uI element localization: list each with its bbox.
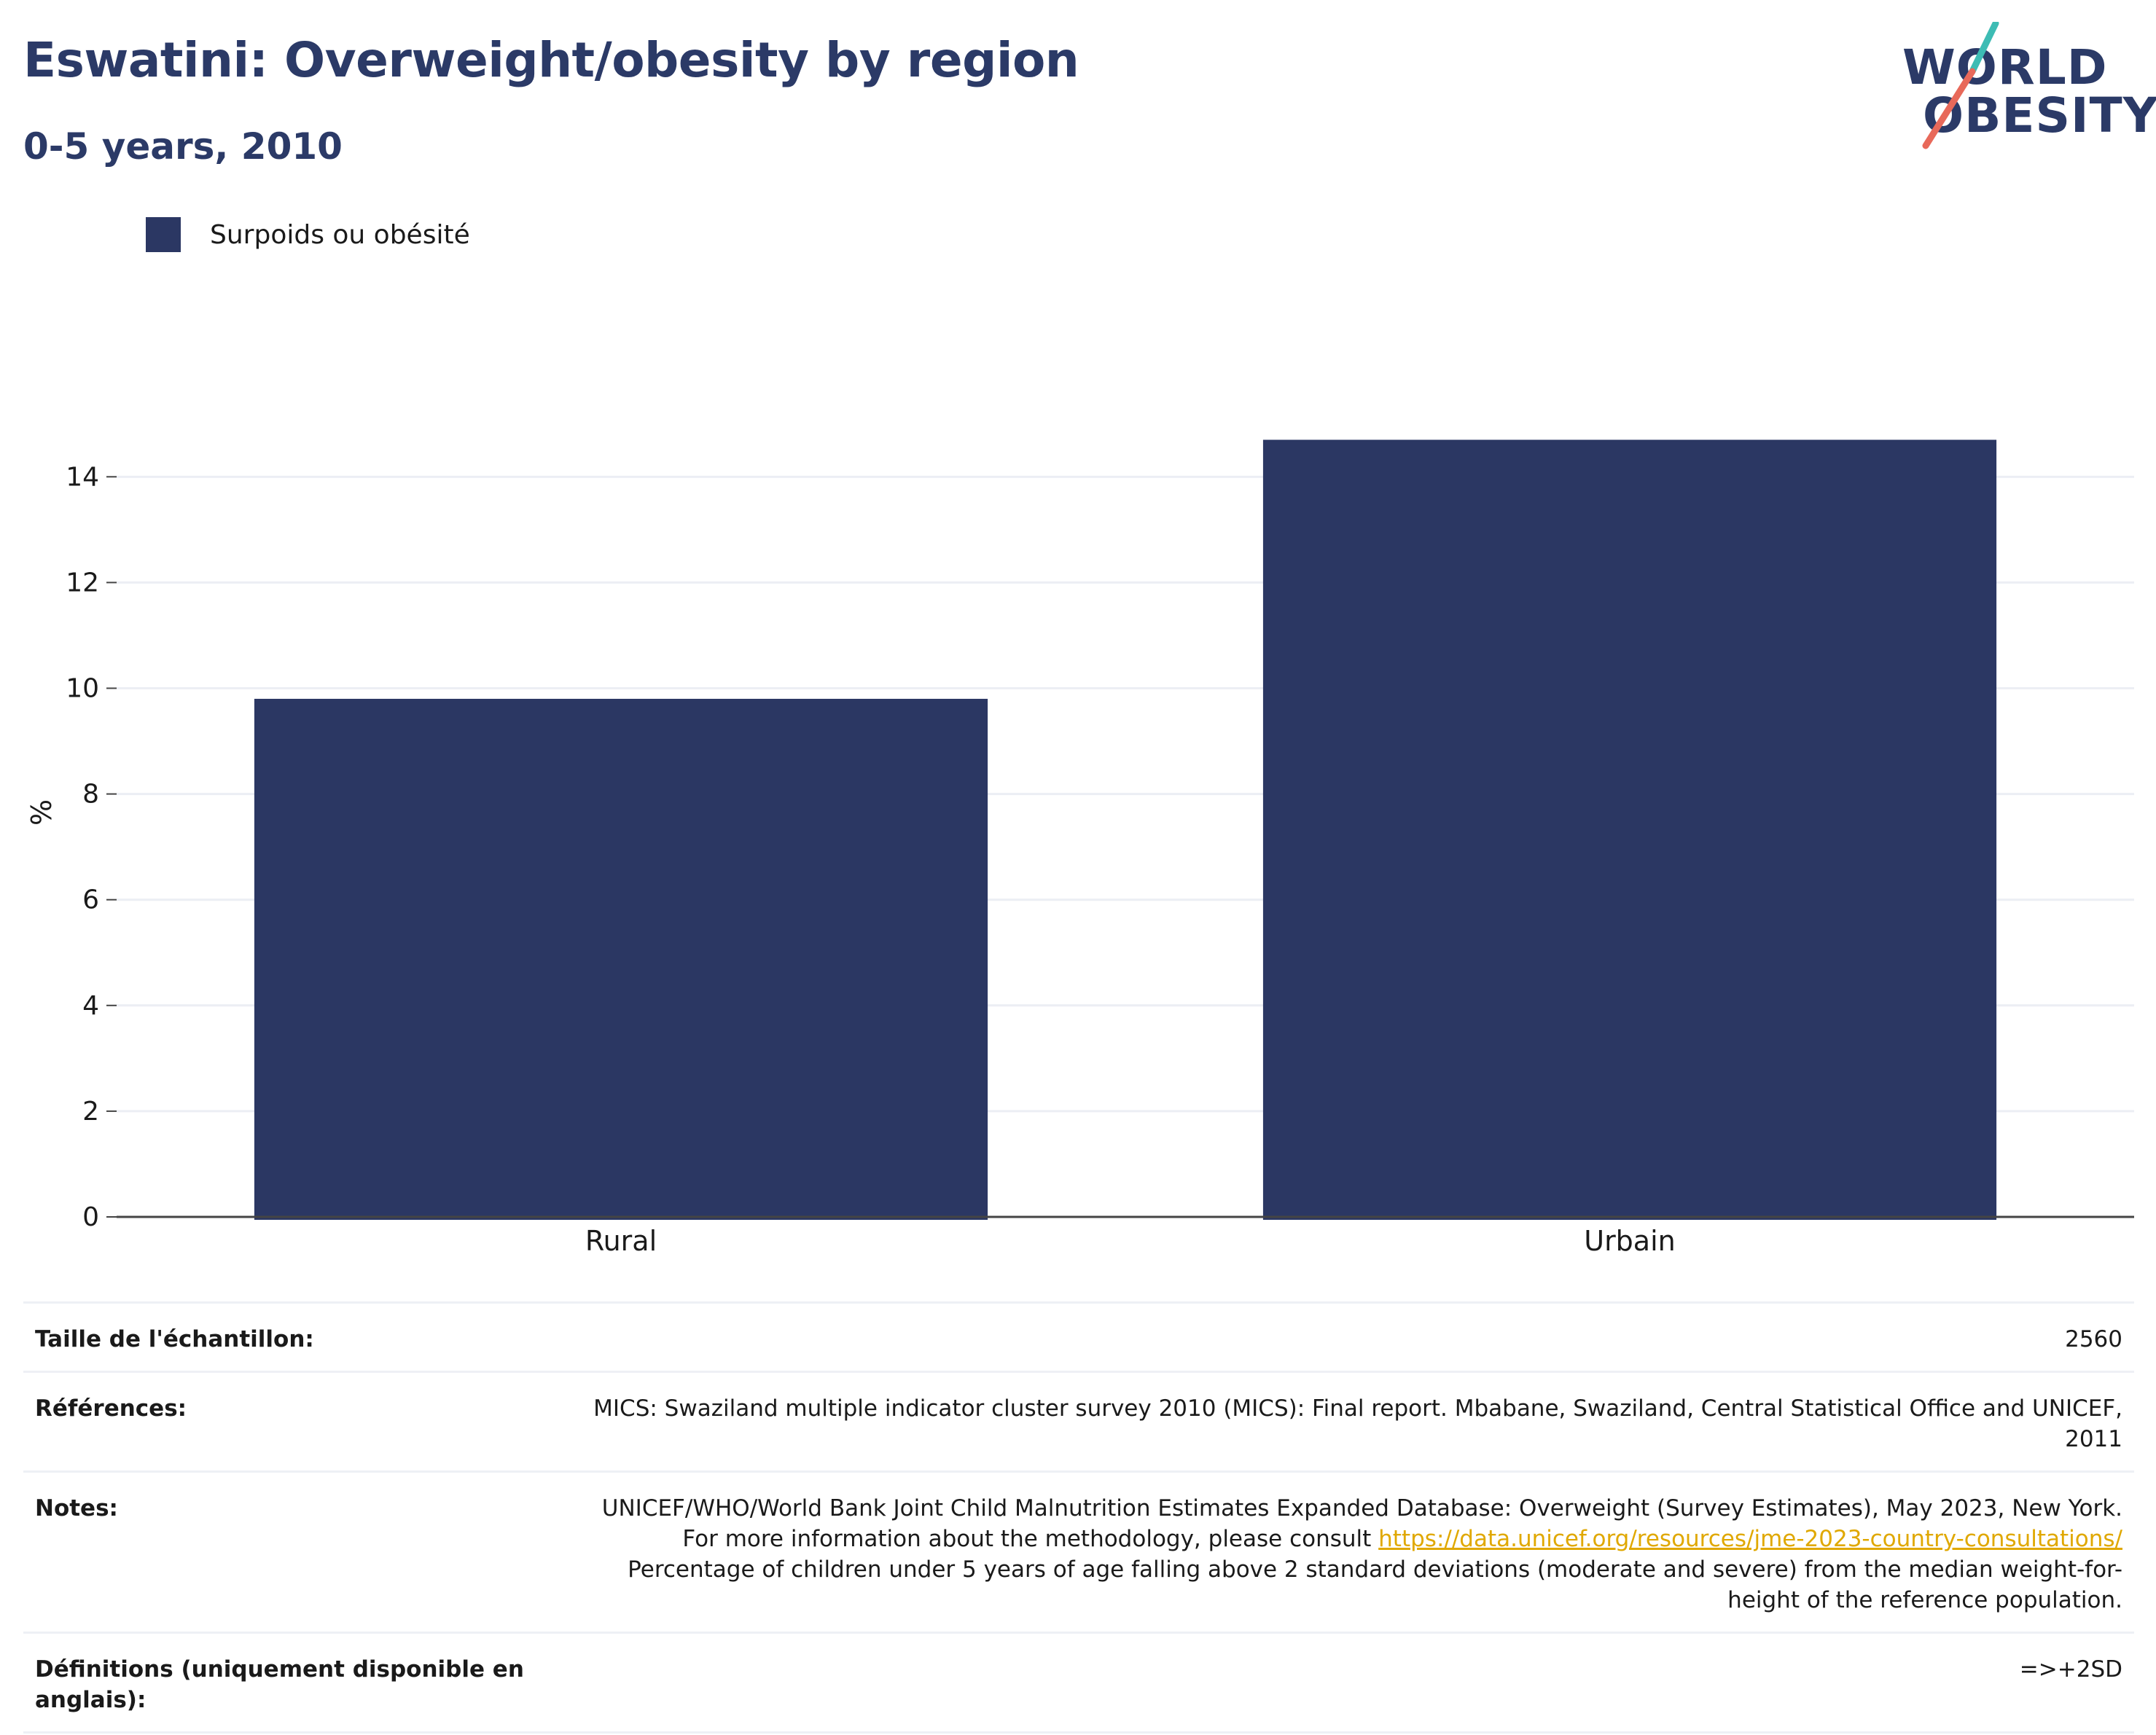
info-row-definitions: Définitions (uniquement disponible en an…: [23, 1632, 2134, 1734]
logo-slash-icon: [1922, 22, 1999, 149]
notes-text-after: Percentage of children under 5 years of …: [628, 1556, 2122, 1613]
info-row-sample-size: Taille de l'échantillon: 2560: [23, 1301, 2134, 1371]
y-tick-label: 14: [66, 462, 99, 492]
legend-label: Surpoids ou obésité: [210, 219, 470, 250]
x-tick-label: Urbain: [1584, 1225, 1676, 1257]
info-table: Taille de l'échantillon: 2560 Références…: [23, 1301, 2134, 1734]
info-value: UNICEF/WHO/World Bank Joint Child Malnut…: [531, 1493, 2122, 1615]
y-tick-label: 0: [82, 1202, 99, 1232]
info-value: MICS: Swaziland multiple indicator clust…: [593, 1395, 2122, 1452]
y-tick-label: 4: [82, 991, 99, 1021]
methodology-link[interactable]: https://data.unicef.org/resources/jme-20…: [1378, 1526, 2122, 1552]
notes-text-before: UNICEF/WHO/World Bank Joint Child Malnut…: [601, 1495, 2122, 1552]
x-tick-label: Rural: [585, 1225, 657, 1257]
chart-title: Eswatini: Overweight/obesity by region: [23, 32, 1079, 88]
logo-line-1: WORLD: [1902, 39, 2108, 95]
info-label: Notes:: [35, 1495, 118, 1521]
info-value: =>+2SD: [2019, 1656, 2122, 1683]
y-axis-label: %: [26, 799, 58, 826]
info-label: Références:: [35, 1395, 187, 1422]
info-row-notes: Notes: UNICEF/WHO/World Bank Joint Child…: [23, 1470, 2134, 1632]
info-value: 2560: [2065, 1326, 2122, 1352]
chart-legend: Surpoids ou obésité: [146, 217, 470, 252]
bar-rural: [254, 699, 988, 1220]
world-obesity-logo: WORLD OBESITY: [1902, 22, 2156, 153]
y-tick-label: 10: [66, 674, 99, 704]
y-tick-label: 6: [82, 885, 99, 915]
bar-urbain: [1262, 439, 1997, 1220]
info-label: Définitions (uniquement disponible en an…: [35, 1656, 524, 1713]
y-tick-label: 2: [82, 1097, 99, 1127]
chart-subtitle: 0-5 years, 2010: [23, 125, 343, 168]
y-tick-label: 8: [82, 780, 99, 810]
logo-line-2: OBESITY: [1923, 87, 2156, 144]
info-row-references: Références: MICS: Swaziland multiple ind…: [23, 1371, 2134, 1470]
y-tick-label: 12: [66, 568, 99, 598]
legend-swatch: [146, 217, 181, 252]
info-label: Taille de l'échantillon:: [35, 1326, 314, 1352]
bar-chart: 0 2 4 6 8 10 12 14 Rural Urbain%: [26, 439, 2134, 1257]
